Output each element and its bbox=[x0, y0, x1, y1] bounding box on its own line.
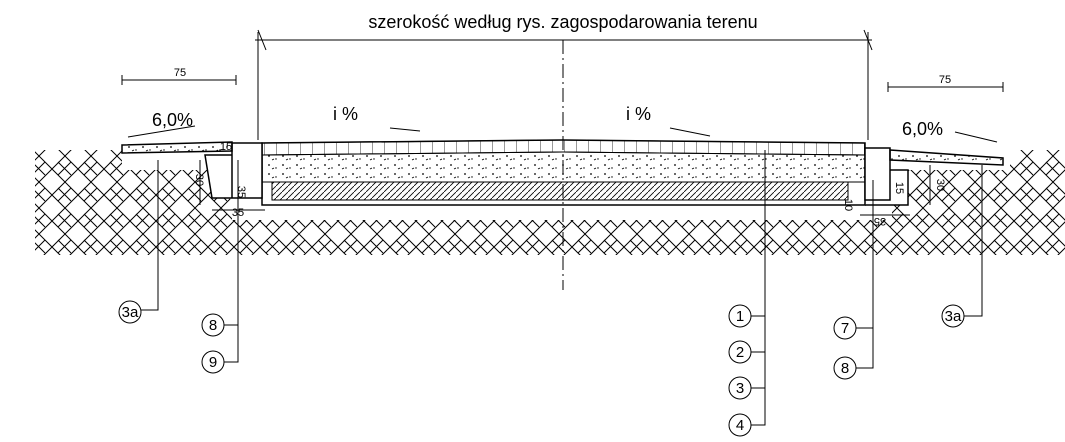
dim: 30 bbox=[934, 179, 946, 191]
cross-section-drawing: szerokość według rys. zagospodarowania t… bbox=[0, 0, 1065, 442]
drawing-part bbox=[272, 182, 848, 200]
title: szerokość według rys. zagospodarowania t… bbox=[368, 12, 757, 32]
page: szerokość według rys. zagospodarowania t… bbox=[0, 0, 1065, 442]
callout: 3a bbox=[945, 308, 962, 325]
drawing-part: 3a 8 9 1 2 3 4 7 8 3a bbox=[122, 304, 962, 434]
callout: 3a bbox=[122, 304, 139, 321]
callout: 8 bbox=[841, 360, 849, 377]
dim: 15 bbox=[893, 182, 905, 194]
callout: 7 bbox=[841, 320, 849, 337]
drawing-part bbox=[35, 255, 1065, 265]
dim: 15 bbox=[220, 141, 232, 153]
dim: 35 bbox=[874, 215, 886, 227]
slope: i % bbox=[626, 104, 651, 124]
callout: 3 bbox=[736, 380, 744, 397]
callout: 2 bbox=[736, 344, 744, 361]
dim: 35 bbox=[232, 207, 244, 219]
slope: 6,0% bbox=[152, 110, 193, 130]
slope: 6,0% bbox=[902, 119, 943, 139]
callout: 8 bbox=[209, 317, 217, 334]
dim: 10 bbox=[842, 199, 854, 211]
slope: i % bbox=[333, 104, 358, 124]
callout: 9 bbox=[209, 354, 217, 371]
dim: 35 bbox=[235, 186, 247, 198]
callout: 1 bbox=[736, 308, 744, 325]
dim: 30 bbox=[193, 174, 205, 186]
dim: 75 bbox=[174, 67, 186, 79]
dim: 75 bbox=[939, 74, 951, 86]
callout: 4 bbox=[736, 417, 744, 434]
